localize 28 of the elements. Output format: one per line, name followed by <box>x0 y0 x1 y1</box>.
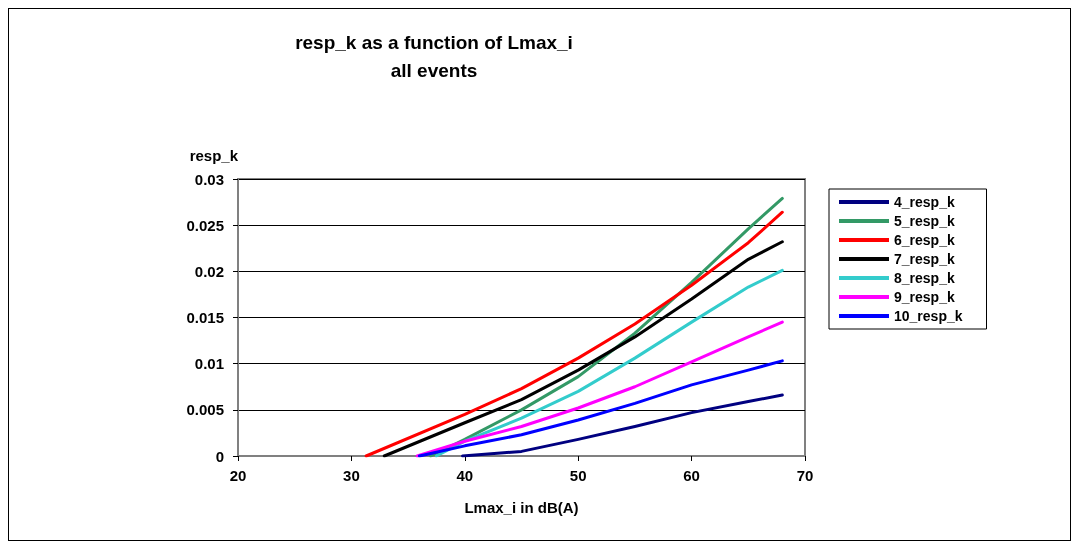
y-tick-label: 0.015 <box>186 309 224 326</box>
legend-label: 9_resp_k <box>894 289 955 305</box>
legend-label: 8_resp_k <box>894 270 955 286</box>
y-axis-title: resp_k <box>189 147 239 164</box>
x-tick-label: 20 <box>229 467 247 484</box>
x-axis-title: Lmax_i in dB(A) <box>464 499 579 516</box>
legend-label: 10_resp_k <box>894 308 963 324</box>
x-tick-label: 60 <box>683 467 700 484</box>
line-series <box>461 393 784 458</box>
line-series <box>417 359 784 458</box>
line-series <box>434 268 784 458</box>
legend-label: 7_resp_k <box>894 251 955 267</box>
y-tick-label: 0.025 <box>186 216 224 234</box>
x-tick-label: 30 <box>343 467 360 484</box>
y-tick-label: 0 <box>215 447 224 465</box>
chart-title: resp_k as a function of Lmax_i all events <box>295 31 573 81</box>
y-tick-label: 0.005 <box>186 401 224 419</box>
line-series <box>415 320 784 458</box>
line-series <box>364 210 784 458</box>
legend-label: 5_resp_k <box>894 213 955 229</box>
y-tick-label: 0.03 <box>194 170 224 188</box>
legend-label: 4_resp_k <box>894 194 955 210</box>
legend-label: 6_resp_k <box>894 232 955 248</box>
x-tick-label: 50 <box>569 467 587 484</box>
y-tick-label: 0.02 <box>194 262 224 280</box>
x-tick-label: 70 <box>796 467 814 484</box>
x-tick-label: 40 <box>456 467 474 484</box>
y-tick-label: 0.01 <box>194 355 224 373</box>
